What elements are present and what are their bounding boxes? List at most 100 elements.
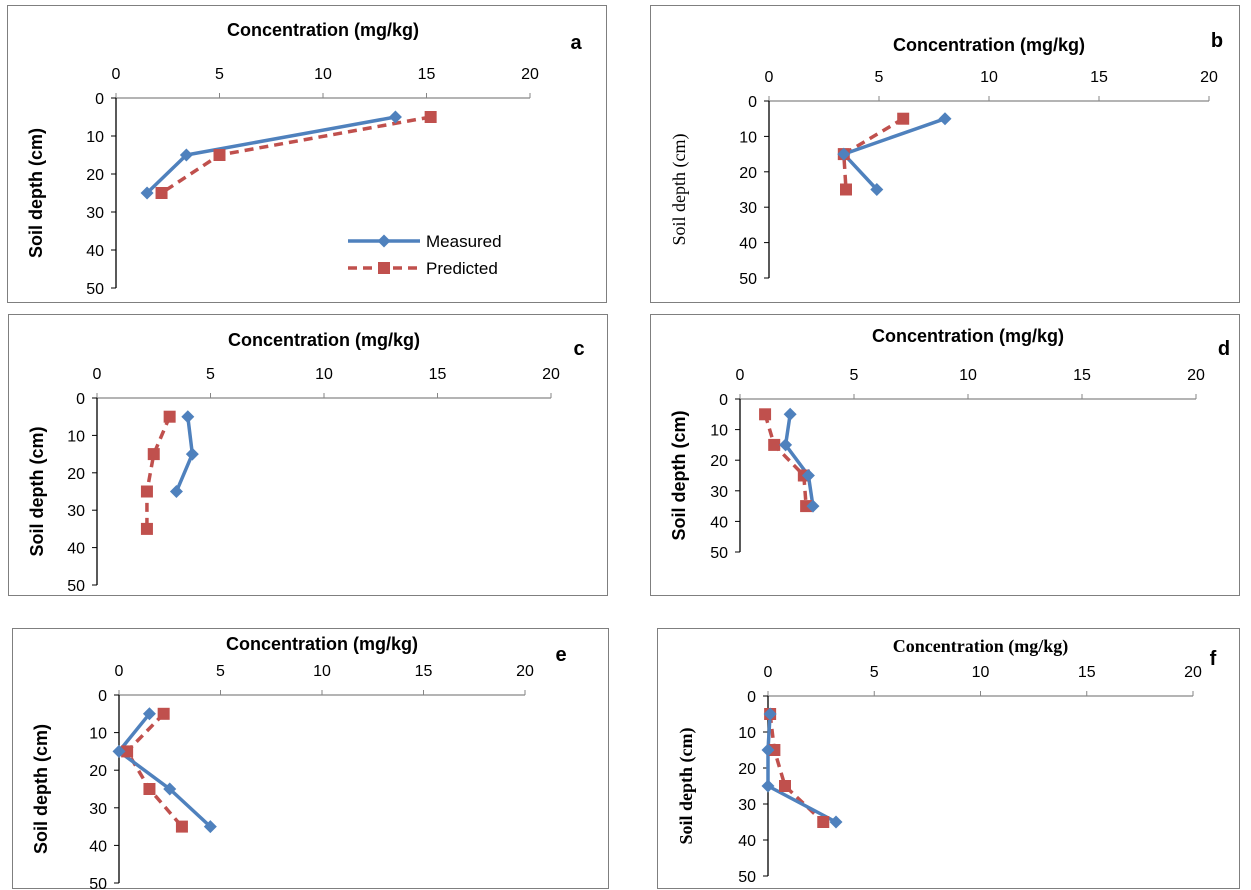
measured-point <box>761 779 775 793</box>
measured-point <box>761 743 775 757</box>
y-axis-title: Soil depth (cm) <box>676 727 697 844</box>
predicted-point <box>897 112 910 125</box>
measured-point <box>763 707 777 721</box>
y-tick-label: 0 <box>719 392 728 409</box>
panel-letter: a <box>570 32 582 54</box>
y-tick-label: 40 <box>739 236 757 253</box>
x-tick-label: 10 <box>315 366 333 383</box>
measured-point <box>938 112 952 126</box>
x-tick-label: 20 <box>1200 69 1218 86</box>
panel-letter: e <box>555 644 566 666</box>
predicted-point <box>121 745 134 758</box>
y-tick-label: 20 <box>739 165 757 182</box>
chart-c-svg: 0 5 10 15 20 0 10 20 30 40 50 Concentration (mg/kg)… <box>27 330 585 595</box>
predicted-point <box>779 780 791 792</box>
x-tick-label: 15 <box>429 366 447 383</box>
measured-point <box>112 744 126 758</box>
legend-predicted-marker <box>378 262 390 274</box>
predicted-series-line <box>125 712 184 828</box>
chart-d-svg: 0 5 10 15 20 0 10 20 30 40 50 Concentration (mg/kg)… <box>669 326 1230 562</box>
y-tick-label: 30 <box>86 205 104 222</box>
x-axis-title: Concentration (mg/kg) <box>893 636 1068 657</box>
measured-point <box>140 186 154 200</box>
x-tick-label: 5 <box>215 66 224 83</box>
x-tick-label: 5 <box>216 663 225 680</box>
x-tick-label: 5 <box>870 664 879 681</box>
chart-panel-f: 0 5 10 15 20 0 10 20 30 40 50 Concentration (mg/kg)… <box>657 628 1240 889</box>
measured-point <box>806 499 820 513</box>
legend-measured-marker <box>377 234 391 248</box>
x-tick-label: 5 <box>850 367 859 384</box>
predicted-point <box>143 783 156 795</box>
x-axis-title: Concentration (mg/kg) <box>226 634 418 654</box>
measured-point <box>388 110 402 124</box>
x-tick-label: 20 <box>1184 664 1202 681</box>
predicted-point <box>147 448 160 461</box>
predicted-point <box>175 820 188 833</box>
measured-point <box>779 438 793 452</box>
measured-point <box>829 815 843 829</box>
y-tick-label: 50 <box>67 578 85 595</box>
y-tick-label: 50 <box>710 545 728 562</box>
measured-point <box>870 183 884 196</box>
legend-measured-label: Measured <box>426 232 502 251</box>
predicted-series-line <box>160 115 431 195</box>
y-tick-label: 50 <box>89 876 107 890</box>
y-tick-label: 10 <box>739 129 757 146</box>
y-tick-label: 10 <box>67 428 85 445</box>
y-tick-label: 30 <box>67 503 85 520</box>
x-tick-label: 0 <box>736 367 745 384</box>
panel-letter: b <box>1211 30 1223 52</box>
y-axis-title: Soil depth (cm) <box>27 426 47 556</box>
chart-e-svg: 0 5 10 15 20 0 10 20 30 40 50 Concentration (mg/kg)… <box>31 634 567 890</box>
predicted-point <box>840 183 852 196</box>
x-tick-label: 15 <box>1078 664 1096 681</box>
measured-series-line <box>766 713 837 824</box>
y-tick-label: 50 <box>86 281 104 298</box>
predicted-point <box>157 707 170 720</box>
x-tick-label: 20 <box>542 366 560 383</box>
y-tick-label: 50 <box>739 271 757 288</box>
x-tick-label: 20 <box>521 66 539 83</box>
y-tick-label: 10 <box>710 423 728 440</box>
y-axis-title: Soil depth (cm) <box>31 724 51 854</box>
predicted-point <box>759 408 772 421</box>
x-tick-label: 5 <box>875 69 884 86</box>
y-tick-label: 30 <box>710 484 728 501</box>
y-tick-label: 40 <box>710 514 728 531</box>
predicted-point <box>140 522 153 535</box>
predicted-series-line <box>768 713 825 824</box>
measured-point <box>179 148 193 162</box>
measured-series-line <box>117 712 212 828</box>
panel-letter: d <box>1218 338 1230 360</box>
x-axis-title: Concentration (mg/kg) <box>228 330 420 350</box>
legend-predicted-label: Predicted <box>426 259 498 278</box>
x-tick-label: 20 <box>1187 367 1205 384</box>
y-axis-title: Soil depth (cm) <box>669 134 690 246</box>
y-tick-label: 0 <box>747 689 756 706</box>
predicted-point <box>768 438 781 451</box>
y-tick-label: 50 <box>738 869 756 886</box>
x-tick-label: 0 <box>112 66 121 83</box>
y-tick-label: 0 <box>76 391 85 408</box>
y-tick-label: 30 <box>738 797 756 814</box>
measured-point <box>169 485 183 498</box>
chart-a-svg: 0 5 10 15 20 0 10 20 30 40 50 Concentration (mg/kg)… <box>26 20 582 298</box>
x-tick-label: 10 <box>313 663 331 680</box>
y-tick-label: 20 <box>738 761 756 778</box>
x-axis-title: Concentration (mg/kg) <box>893 35 1085 55</box>
y-tick-label: 0 <box>748 94 757 111</box>
predicted-point <box>163 410 176 423</box>
x-tick-label: 20 <box>516 663 534 680</box>
y-tick-label: 40 <box>67 541 85 558</box>
measured-point <box>185 447 199 461</box>
x-axis-title: Concentration (mg/kg) <box>227 20 419 40</box>
y-tick-label: 20 <box>86 167 104 184</box>
predicted-series-line <box>763 413 808 507</box>
measured-point <box>203 820 217 834</box>
predicted-series-line <box>145 416 172 529</box>
y-axis-title: Soil depth (cm) <box>669 410 689 540</box>
y-tick-label: 20 <box>89 763 107 780</box>
y-tick-label: 40 <box>86 243 104 260</box>
predicted-point <box>424 111 437 123</box>
